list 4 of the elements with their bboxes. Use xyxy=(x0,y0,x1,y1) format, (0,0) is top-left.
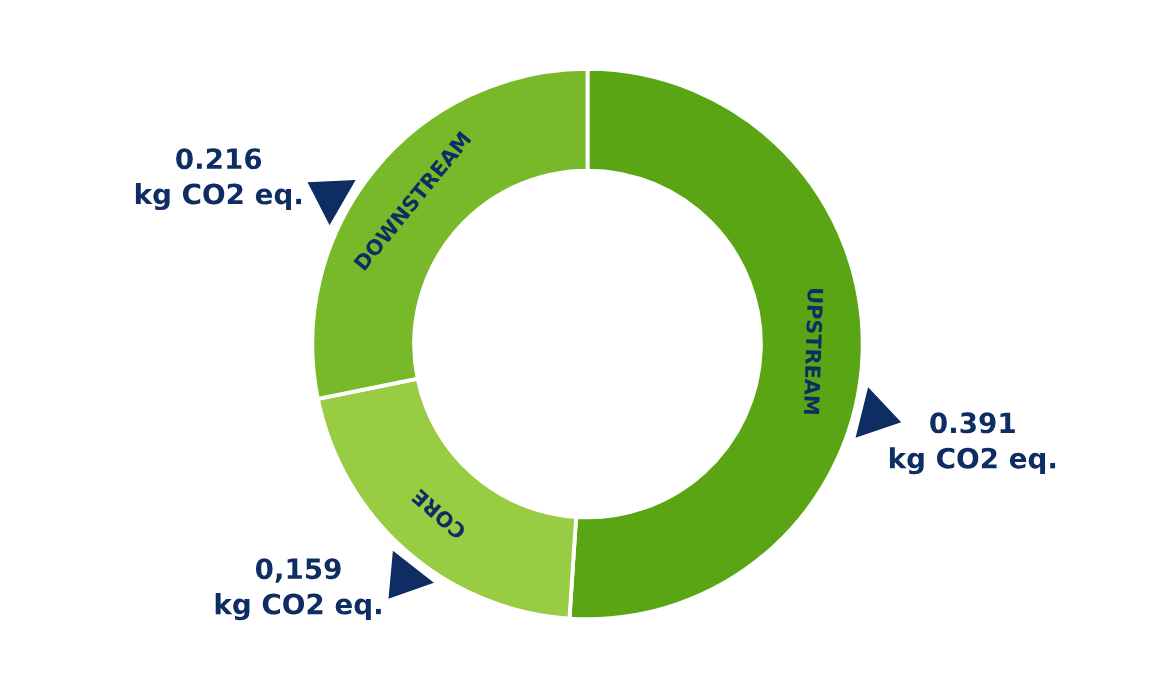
data-label: 0,159 kg CO2 eq. xyxy=(215,558,381,621)
data-label: 0.216 kg CO2 eq. xyxy=(135,148,302,211)
slice-label: UPSTREAM xyxy=(803,288,824,414)
data-label: 0.391 kg CO2 eq. xyxy=(889,412,1056,475)
